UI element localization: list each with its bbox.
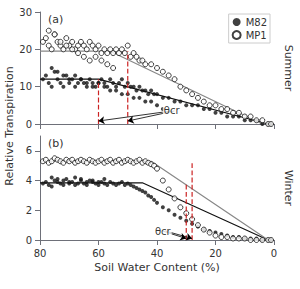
svg-text:4: 4 xyxy=(26,175,32,186)
svg-text:40: 40 xyxy=(151,248,164,259)
svg-text:80: 80 xyxy=(34,248,47,259)
svg-text:2: 2 xyxy=(26,205,32,216)
svg-text:0: 0 xyxy=(26,235,32,246)
svg-text:Winter: Winter xyxy=(282,170,295,207)
svg-text:MP1: MP1 xyxy=(246,30,267,41)
svg-text:θcr: θcr xyxy=(155,226,172,237)
svg-text:(b): (b) xyxy=(48,137,64,150)
svg-text:6: 6 xyxy=(26,145,32,156)
svg-text:20: 20 xyxy=(209,248,222,259)
svg-text:Soil Water Content (%): Soil Water Content (%) xyxy=(94,261,220,274)
svg-text:θcr: θcr xyxy=(164,105,181,116)
svg-text:(a): (a) xyxy=(48,13,63,26)
svg-text:20: 20 xyxy=(19,44,32,55)
svg-text:10: 10 xyxy=(19,81,32,92)
svg-text:Relative Transpiration: Relative Transpiration xyxy=(3,66,16,185)
svg-text:60: 60 xyxy=(92,248,105,259)
svg-text:M82: M82 xyxy=(246,17,267,28)
svg-text:30: 30 xyxy=(19,7,32,18)
svg-text:Summer: Summer xyxy=(282,45,295,92)
svg-text:0: 0 xyxy=(271,248,277,259)
svg-text:0: 0 xyxy=(26,119,32,130)
